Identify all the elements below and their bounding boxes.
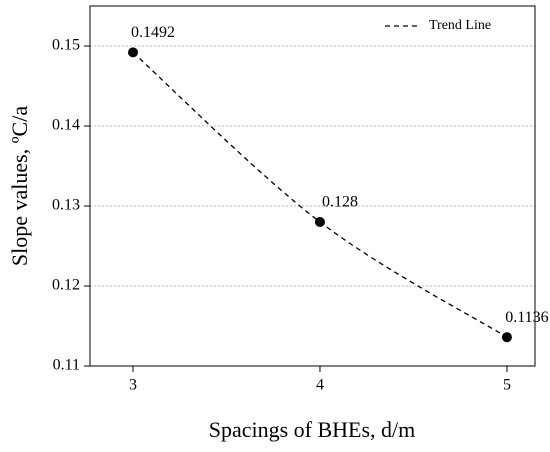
legend-label: Trend Line bbox=[429, 18, 491, 33]
y-tick-label: 0.15 bbox=[52, 37, 80, 54]
data-label: 0.1492 bbox=[131, 24, 175, 41]
data-label: 0.128 bbox=[322, 194, 358, 211]
data-point bbox=[128, 47, 139, 58]
y-tick-label: 0.14 bbox=[52, 117, 80, 134]
data-label: 0.1136 bbox=[505, 309, 548, 326]
x-axis-label: Spacings of BHEs, d/m bbox=[209, 417, 416, 442]
y-axis-label: Slope values, ºC/a bbox=[7, 106, 32, 266]
plot-frame bbox=[89, 5, 536, 367]
x-tick-label: 5 bbox=[503, 377, 511, 394]
y-tick-label: 0.13 bbox=[52, 197, 80, 214]
y-tick-label: 0.12 bbox=[52, 277, 80, 294]
data-point bbox=[314, 217, 325, 227]
trend-line bbox=[132, 51, 508, 338]
data-point bbox=[501, 332, 512, 343]
y-tick-label: 0.11 bbox=[53, 357, 80, 374]
x-tick-label: 4 bbox=[316, 377, 324, 394]
x-tick-label: 3 bbox=[129, 377, 137, 394]
